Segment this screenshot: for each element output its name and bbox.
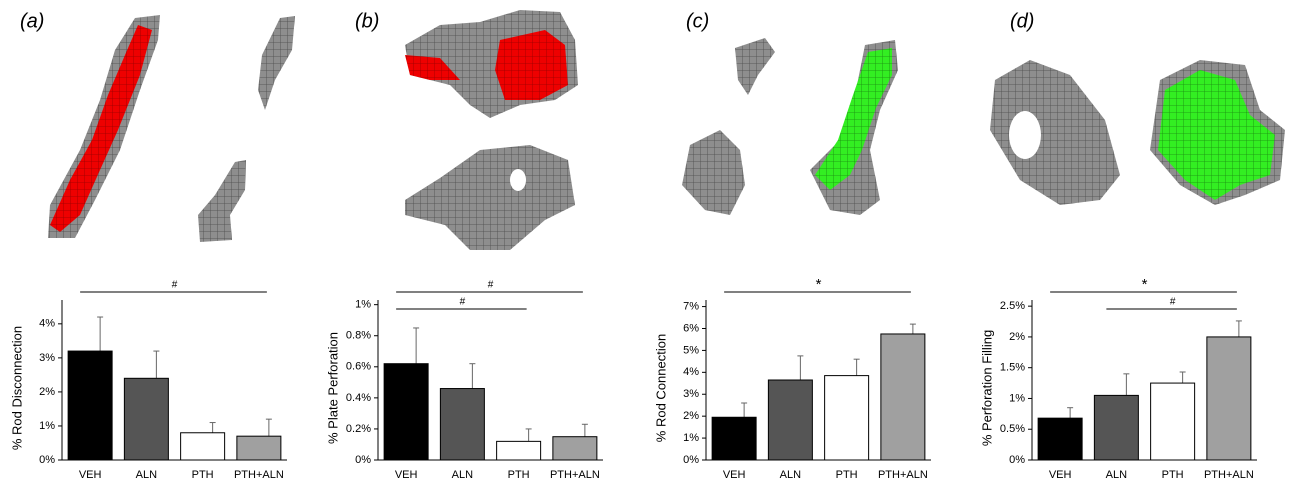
y-tick-label: 4% — [39, 318, 55, 330]
significance-mark: # — [460, 297, 466, 308]
significance-mark: * — [816, 276, 822, 293]
significance-mark: * — [1142, 276, 1148, 293]
y-tick-label: 6% — [683, 322, 699, 334]
y-tick-label: 2% — [39, 386, 55, 398]
x-tick-label: VEH — [723, 469, 746, 481]
voxel-highlight — [50, 25, 152, 232]
y-tick-label: 0.2% — [346, 423, 371, 435]
y-tick-label: 7% — [683, 300, 699, 312]
bar — [237, 436, 281, 460]
perforation — [510, 169, 526, 191]
y-tick-label: 1% — [683, 432, 699, 444]
y-tick-label: 0.5% — [1000, 423, 1025, 435]
panel-label: (d) — [1010, 10, 1034, 32]
bar — [881, 334, 925, 460]
bar — [497, 441, 541, 460]
x-tick-label: PTH — [192, 469, 214, 481]
y-tick-label: 0% — [1009, 454, 1025, 466]
bar — [825, 376, 869, 460]
x-tick-label: PTH+ALN — [234, 469, 284, 481]
y-tick-label: 0% — [355, 454, 371, 466]
x-tick-label: ALN — [452, 469, 473, 481]
x-tick-label: PTH+ALN — [878, 469, 928, 481]
y-tick-label: 1% — [39, 420, 55, 432]
significance-mark: # — [488, 280, 494, 291]
bar — [768, 380, 812, 460]
voxel-plate — [405, 145, 575, 250]
panel-label: (b) — [355, 10, 379, 32]
y-tick-label: 0.8% — [346, 330, 371, 342]
significance-mark: # — [1170, 297, 1176, 308]
y-tick-label: 0% — [683, 454, 699, 466]
y-axis-label: % Rod Disconnection — [9, 326, 24, 450]
x-tick-label: VEH — [79, 469, 102, 481]
x-tick-label: ALN — [1106, 469, 1127, 481]
significance-mark: # — [172, 280, 178, 291]
y-axis-label: % Perforation Filling — [979, 330, 994, 446]
y-tick-label: 3% — [683, 388, 699, 400]
bar — [1094, 395, 1138, 460]
y-tick-label: 3% — [39, 352, 55, 364]
y-tick-label: 0.6% — [346, 361, 371, 373]
x-tick-label: PTH — [508, 469, 530, 481]
y-axis-label: % Plate Perforation — [325, 332, 340, 444]
x-tick-label: ALN — [136, 469, 157, 481]
bar — [553, 437, 597, 460]
voxel-rod — [735, 38, 775, 95]
y-tick-label: 1% — [1009, 392, 1025, 404]
voxel-highlight — [495, 30, 568, 100]
y-tick-label: 1% — [355, 299, 371, 311]
x-tick-label: ALN — [780, 469, 801, 481]
bar — [440, 389, 484, 460]
y-tick-label: 5% — [683, 344, 699, 356]
x-tick-label: VEH — [1049, 469, 1072, 481]
voxel-rod — [258, 16, 295, 110]
bar — [181, 433, 225, 460]
bar — [712, 417, 756, 460]
x-tick-label: PTH — [1162, 469, 1184, 481]
figure: (a) % Rod Disconnection 0% 1% 2% 3% 4% VEH ALN PT… — [0, 0, 1289, 487]
bar — [1207, 337, 1251, 460]
y-tick-label: 1.5% — [1000, 362, 1025, 374]
bar — [1151, 383, 1195, 460]
bar — [124, 378, 168, 460]
x-tick-label: PTH — [836, 469, 858, 481]
y-tick-label: 4% — [683, 366, 699, 378]
panel-label: (a) — [20, 10, 44, 32]
x-tick-label: PTH+ALN — [550, 469, 600, 481]
x-tick-label: PTH+ALN — [1204, 469, 1254, 481]
y-tick-label: 2% — [1009, 331, 1025, 343]
y-tick-label: 0.4% — [346, 392, 371, 404]
bar — [384, 364, 428, 460]
voxel-rod — [198, 160, 246, 242]
voxel-images — [48, 10, 1285, 250]
y-axis-label: % Rod Connection — [653, 334, 668, 442]
voxel-rod — [682, 130, 745, 215]
y-tick-label: 2.5% — [1000, 300, 1025, 312]
x-tick-label: VEH — [395, 469, 418, 481]
y-tick-label: 2% — [683, 410, 699, 422]
bar — [68, 351, 112, 460]
bar — [1038, 418, 1082, 460]
perforation — [1009, 111, 1041, 159]
panel-label: (c) — [686, 10, 709, 32]
y-tick-label: 0% — [39, 454, 55, 466]
